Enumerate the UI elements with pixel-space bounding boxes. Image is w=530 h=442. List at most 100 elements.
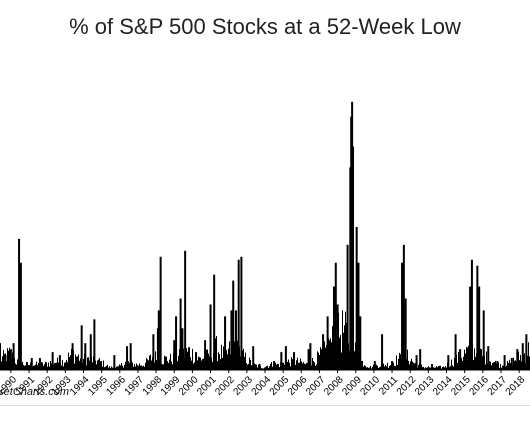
noise-bar [80,358,81,370]
noise-bar [361,360,362,370]
spike-bar [232,280,235,370]
x-tick-label: 1995 [86,374,110,398]
noise-bar [425,367,426,370]
noise-bar [95,360,96,370]
spike-bar [352,146,355,370]
noise-bar [186,348,187,370]
noise-bar [481,349,482,370]
x-tick-label: 1999 [159,374,183,398]
noise-bar [393,362,394,370]
x-tick-label: 1998 [141,374,165,398]
noise-bar [508,363,509,370]
noise-bar [256,364,257,370]
noise-bar [288,359,289,370]
noise-bar [124,365,125,370]
noise-bar [92,362,93,370]
x-tick-label: 2015 [449,374,473,398]
noise-bar [296,360,297,370]
noise-bar [445,366,446,370]
noise-bar [110,368,111,370]
noise-bar [24,365,25,370]
noise-bar [365,365,366,370]
spike-bar [230,310,233,370]
noise-bar [162,364,163,370]
noise-bar [1,361,2,370]
noise-bar [421,364,422,370]
noise-bar [51,363,52,370]
noise-bar [433,367,434,370]
noise-bar [407,349,408,370]
noise-bar [321,349,322,370]
noise-bar [377,365,378,370]
noise-bar [37,364,38,370]
spike-bar [401,262,404,370]
spike-bar [334,262,337,370]
noise-bar [129,363,130,370]
noise-bar [245,352,246,370]
noise-bar [492,362,493,370]
x-tick-label: 2018 [504,374,528,398]
noise-bar [386,366,387,370]
noise-bar [475,356,476,370]
noise-bar [261,368,262,370]
noise-bar [266,366,267,370]
noise-bar [100,361,101,370]
noise-bar [89,360,90,370]
noise-bar [494,362,495,370]
x-tick-label: 2007 [304,374,328,398]
spike-bar [430,364,433,370]
noise-bar [70,355,71,370]
noise-bar [156,359,157,370]
noise-bar [474,348,475,370]
noise-bar [254,363,255,370]
noise-bar [453,366,454,370]
noise-bar [444,367,445,370]
spike-bar [9,349,12,370]
noise-bar [499,367,500,370]
noise-bar [298,362,299,370]
noise-bar [171,361,172,370]
noise-bar [56,362,57,370]
noise-bar [284,364,285,370]
noise-bar [167,361,168,370]
noise-bar [269,366,270,370]
noise-bar [396,355,397,370]
noise-bar [172,364,173,370]
noise-bar [397,364,398,370]
noise-bar [62,360,63,370]
noise-bar [482,356,483,370]
noise-bar [341,352,342,370]
noise-bar [133,366,134,370]
noise-bar [434,367,435,370]
noise-bar [277,363,278,370]
spike-bar [18,238,21,370]
noise-bar [363,366,364,370]
noise-bar [137,365,138,370]
noise-bar [69,356,70,370]
noise-bar [109,366,110,370]
spike-bar [173,340,176,370]
noise-bar [150,354,151,370]
noise-bar [111,366,112,370]
spike-bar [336,304,339,370]
noise-bar [344,325,345,370]
noise-bar [223,346,224,370]
noise-bar [379,367,380,370]
x-tick-label: 2009 [340,374,364,398]
spike-bar [84,343,87,370]
spike-bar [525,334,528,370]
noise-bar [400,354,401,370]
x-tick-label: 2008 [322,374,346,398]
noise-bar [422,367,423,370]
noise-bar [29,365,30,370]
spike-bar [71,343,74,370]
noise-bar [101,360,102,370]
spike-bar [357,262,360,370]
noise-bar [424,368,425,370]
noise-bar [25,365,26,370]
x-tick-label: 2016 [467,374,491,398]
noise-bar [237,340,238,370]
spike-bar [332,286,335,370]
noise-bar [106,365,107,370]
spike-bar [179,298,182,370]
